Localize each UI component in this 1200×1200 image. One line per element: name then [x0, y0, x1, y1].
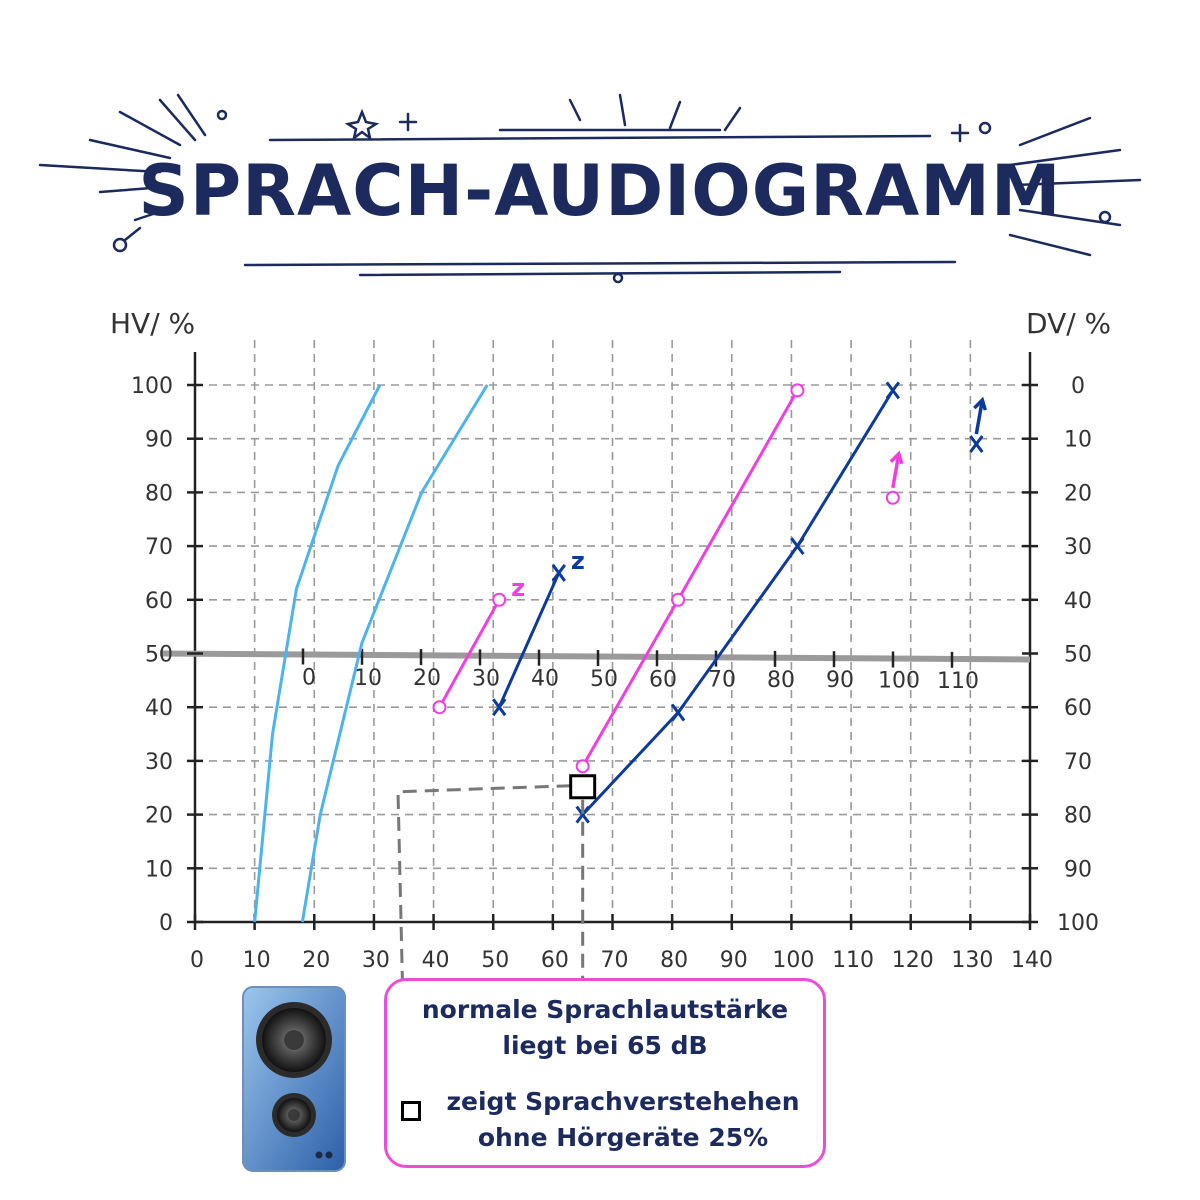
- speaker-icon: [241, 985, 347, 1173]
- x-bottom-tick-label: 0: [190, 948, 204, 973]
- x-middle-tick-label: 60: [649, 667, 677, 692]
- circle-series-line: [581, 389, 799, 768]
- info-box: normale Sprachlautstärke liegt bei 65 dB…: [384, 978, 826, 1168]
- cross-series-line: [497, 572, 561, 708]
- y-right-tick-label: 0: [1071, 374, 1085, 399]
- x-bottom-tick-label: 100: [772, 948, 814, 973]
- series-note-z: z: [511, 574, 525, 602]
- info-speech-level-line2: liegt bei 65 dB: [502, 1031, 708, 1060]
- y-right-tick-label: 20: [1064, 481, 1092, 506]
- x-bottom-tick-label: 140: [1011, 948, 1053, 973]
- y-left-axis-title: HV/ %: [110, 307, 195, 340]
- x-bottom-tick-label: 50: [481, 948, 509, 973]
- y-left-tick-label: 40: [145, 696, 173, 721]
- y-left-tick-label: 10: [145, 857, 173, 882]
- x-middle-tick-label: 110: [937, 669, 979, 694]
- y-left-tick-label: 20: [145, 804, 173, 829]
- cross-marker: [670, 703, 686, 722]
- x-middle-tick-label: 90: [826, 668, 854, 693]
- cross-marker: [969, 435, 984, 453]
- continuation-arrow: [889, 450, 904, 489]
- x-middle-tick-label: 80: [767, 668, 795, 693]
- continuation-arrow: [973, 396, 987, 435]
- y-left-tick-label: 50: [145, 643, 173, 668]
- x-bottom-tick-label: 80: [660, 948, 688, 973]
- x-bottom-tick-label: 120: [892, 948, 934, 973]
- normal-hearing-curve: [253, 384, 382, 923]
- y-left-tick-label: 60: [145, 589, 173, 614]
- reading-square-marker: [569, 774, 597, 800]
- y-left-tick-label: 70: [145, 535, 173, 560]
- y-right-tick-label: 10: [1064, 428, 1092, 453]
- understanding-guide-line: [396, 784, 571, 1093]
- x-bottom-tick-label: 10: [243, 948, 271, 973]
- x-middle-tick-label: 70: [708, 668, 736, 693]
- y-right-tick-label: 50: [1064, 643, 1092, 668]
- y-left-tick-label: 100: [131, 374, 173, 399]
- circle-series-line: [438, 599, 501, 708]
- y-left-tick-label: 0: [159, 911, 173, 936]
- y-right-axis-title: DV/ %: [1026, 307, 1111, 340]
- circle-marker: [671, 592, 686, 607]
- title-area: SPRACH-AUDIOGRAMM: [0, 0, 1200, 300]
- cross-marker: [885, 381, 901, 400]
- circle-marker: [575, 759, 590, 774]
- x-middle-tick-label: 40: [531, 667, 559, 692]
- x-middle-tick-label: 100: [878, 669, 920, 694]
- y-right-tick-label: 40: [1064, 589, 1092, 614]
- x-bottom-tick-label: 70: [601, 948, 629, 973]
- cross-marker: [790, 537, 805, 555]
- page-title: SPRACH-AUDIOGRAMM: [138, 150, 1062, 232]
- circle-marker: [432, 700, 447, 715]
- x-middle-tick-label: 50: [590, 667, 618, 692]
- info-understanding-line1: zeigt Sprachverstehehen: [446, 1087, 800, 1116]
- y-left-tick-label: 90: [145, 428, 173, 453]
- y-right-tick-label: 70: [1064, 750, 1092, 775]
- x-bottom-tick-label: 90: [720, 948, 748, 973]
- y-left-tick-label: 80: [145, 481, 173, 506]
- y-right-tick-label: 30: [1064, 535, 1092, 560]
- circle-marker: [885, 490, 900, 505]
- x-bottom-tick-label: 60: [541, 948, 569, 973]
- x-middle-tick-label: 20: [413, 666, 441, 691]
- y-right-tick-label: 60: [1064, 696, 1092, 721]
- circle-marker: [492, 592, 507, 607]
- x-bottom-tick-label: 110: [832, 948, 874, 973]
- circle-marker: [790, 383, 805, 398]
- x-middle-tick-label: 10: [354, 666, 382, 691]
- x-bottom-tick-label: 20: [302, 948, 330, 973]
- y-right-tick-label: 100: [1057, 911, 1099, 936]
- x-bottom-tick-label: 30: [362, 948, 390, 973]
- cross-marker: [551, 564, 567, 582]
- x-bottom-tick-label: 130: [951, 948, 993, 973]
- x-axis-middle: [159, 650, 1031, 663]
- cross-marker: [575, 805, 590, 824]
- y-right-tick-label: 80: [1064, 804, 1092, 829]
- x-middle-tick-label: 30: [472, 666, 500, 691]
- y-right-tick-label: 90: [1064, 857, 1092, 882]
- title-decoration: [38, 93, 1142, 284]
- series-note-z: z: [571, 547, 585, 575]
- legend-square-icon: [401, 1101, 421, 1121]
- cross-marker: [491, 698, 507, 717]
- cross-series-line: [581, 389, 895, 816]
- info-understanding-line2: ohne Hörgeräte 25%: [477, 1123, 769, 1152]
- x-middle-tick-label: 0: [302, 666, 316, 691]
- y-left-tick-label: 30: [145, 750, 173, 775]
- normal-hearing-curve: [300, 384, 489, 923]
- x-bottom-tick-label: 40: [422, 948, 450, 973]
- info-speech-level-line1: normale Sprachlautstärke: [421, 995, 789, 1024]
